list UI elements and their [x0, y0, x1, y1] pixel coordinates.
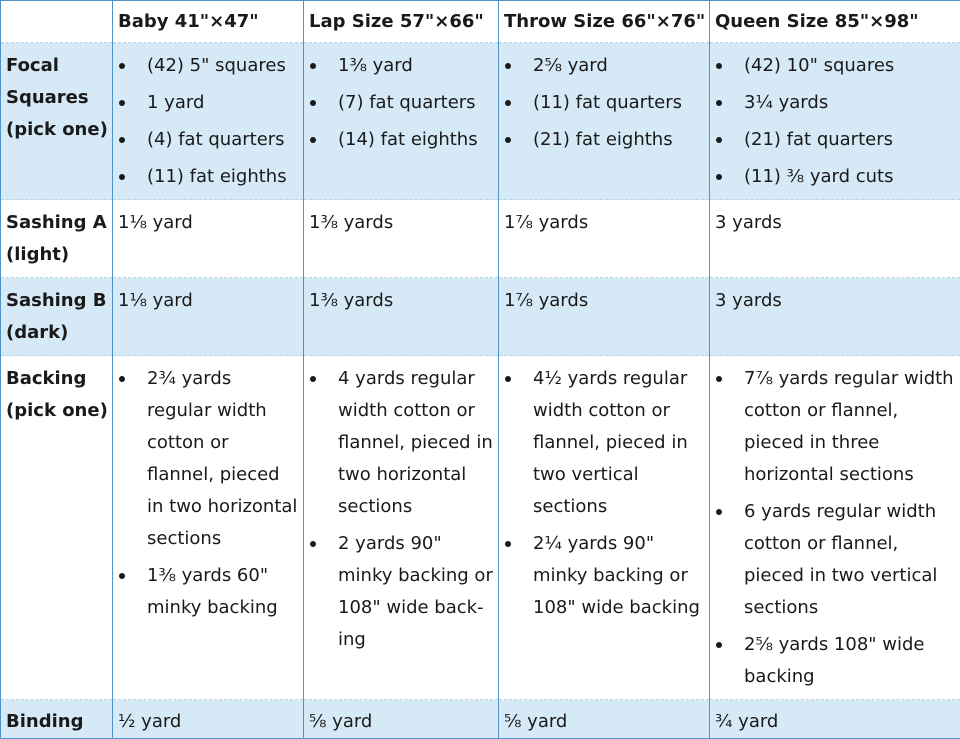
bullet-list: 4 yards regular width cotton or flannel,… — [309, 363, 494, 656]
row-label-line: Squares — [6, 82, 108, 114]
row-label-line: Sashing B — [6, 285, 108, 317]
cell-sashing-a-queen: 3 yards — [710, 200, 960, 278]
row-label-sashing-a: Sashing A (light) — [1, 200, 113, 278]
list-item: 1⅜ yards 60" minky backing — [147, 560, 299, 624]
row-focal-squares: Focal Squares (pick one) (42) 5" squares… — [1, 43, 960, 200]
row-label-line: (pick one) — [6, 395, 108, 427]
list-item: 2⅝ yard — [533, 50, 705, 82]
cell-binding-lap: ⅝ yard — [304, 700, 499, 739]
cell-backing-throw: 4½ yards regular width cotton or flannel… — [499, 356, 710, 700]
header-corner — [1, 1, 113, 43]
list-item: 2¼ yards 90" minky backing or 108" wide … — [533, 528, 705, 624]
cell-focal-lap: 1⅜ yard (7) fat quarters (14) fat eighth… — [304, 43, 499, 200]
bullet-list: 2⅝ yard (11) fat quarters (21) fat eight… — [504, 50, 705, 156]
list-item: 2 yards 90" minky backing or 108" wide b… — [338, 528, 494, 656]
header-queen: Queen Size 85"×98" — [710, 1, 960, 43]
row-label-line: Focal — [6, 50, 108, 82]
list-item: 1⅜ yard — [338, 50, 494, 82]
row-backing: Backing (pick one) 2¾ yards regular widt… — [1, 356, 960, 700]
list-item: (11) fat quarters — [533, 87, 705, 119]
row-label-binding: Binding — [1, 700, 113, 739]
row-label-focal-squares: Focal Squares (pick one) — [1, 43, 113, 200]
list-item: 6 yards regular width cotton or flannel,… — [744, 496, 956, 624]
cell-backing-baby: 2¾ yards regular width cotton or flannel… — [113, 356, 304, 700]
cell-binding-baby: ½ yard — [113, 700, 304, 739]
list-item: (7) fat quarters — [338, 87, 494, 119]
header-lap: Lap Size 57"×66" — [304, 1, 499, 43]
bullet-list: (42) 10" squares 3¼ yards (21) fat quart… — [715, 50, 956, 193]
row-label-line: Backing — [6, 363, 108, 395]
cell-sashing-a-baby: 1⅛ yard — [113, 200, 304, 278]
row-label-backing: Backing (pick one) — [1, 356, 113, 700]
row-label-line: (light) — [6, 239, 108, 271]
list-item: 7⅞ yards regular width cotton or flannel… — [744, 363, 956, 491]
list-item: (21) fat quarters — [744, 124, 956, 156]
bullet-list: 7⅞ yards regular width cotton or flannel… — [715, 363, 956, 693]
row-label-line: (dark) — [6, 317, 108, 349]
row-label-sashing-b: Sashing B (dark) — [1, 278, 113, 356]
list-item: (14) fat eighths — [338, 124, 494, 156]
cell-focal-throw: 2⅝ yard (11) fat quarters (21) fat eight… — [499, 43, 710, 200]
cell-binding-throw: ⅝ yard — [499, 700, 710, 739]
list-item: (42) 5" squares — [147, 50, 299, 82]
row-label-line: (pick one) — [6, 114, 108, 146]
cell-sashing-b-lap: 1⅜ yards — [304, 278, 499, 356]
list-item: (42) 10" squares — [744, 50, 956, 82]
list-item: 2¾ yards regular width cotton or flannel… — [147, 363, 299, 555]
cell-binding-queen: ¾ yard — [710, 700, 960, 739]
row-label-line: Sashing A — [6, 207, 108, 239]
cell-sashing-a-throw: 1⅞ yards — [499, 200, 710, 278]
bullet-list: 2¾ yards regular width cotton or flannel… — [118, 363, 299, 624]
list-item: 3¼ yards — [744, 87, 956, 119]
cell-sashing-a-lap: 1⅜ yards — [304, 200, 499, 278]
cell-sashing-b-queen: 3 yards — [710, 278, 960, 356]
list-item: (21) fat eighths — [533, 124, 705, 156]
cell-backing-lap: 4 yards regular width cotton or flannel,… — [304, 356, 499, 700]
cell-sashing-b-throw: 1⅞ yards — [499, 278, 710, 356]
cell-focal-baby: (42) 5" squares 1 yard (4) fat quarters … — [113, 43, 304, 200]
cell-sashing-b-baby: 1⅛ yard — [113, 278, 304, 356]
bullet-list: 4½ yards regular width cotton or flannel… — [504, 363, 705, 624]
bullet-list: (42) 5" squares 1 yard (4) fat quarters … — [118, 50, 299, 193]
row-sashing-b: Sashing B (dark) 1⅛ yard 1⅜ yards 1⅞ yar… — [1, 278, 960, 356]
header-row: Baby 41"×47" Lap Size 57"×66" Throw Size… — [1, 1, 960, 43]
cell-backing-queen: 7⅞ yards regular width cotton or flannel… — [710, 356, 960, 700]
list-item: 4 yards regular width cotton or flannel,… — [338, 363, 494, 523]
list-item: (4) fat quarters — [147, 124, 299, 156]
list-item: 2⅝ yards 108" wide backing — [744, 629, 956, 693]
header-baby: Baby 41"×47" — [113, 1, 304, 43]
list-item: (11) fat eighths — [147, 161, 299, 193]
list-item: (11) ⅜ yard cuts — [744, 161, 956, 193]
bullet-list: 1⅜ yard (7) fat quarters (14) fat eighth… — [309, 50, 494, 156]
list-item: 4½ yards regular width cotton or flannel… — [533, 363, 705, 523]
list-item: 1 yard — [147, 87, 299, 119]
row-binding: Binding ½ yard ⅝ yard ⅝ yard ¾ yard — [1, 700, 960, 739]
row-sashing-a: Sashing A (light) 1⅛ yard 1⅜ yards 1⅞ ya… — [1, 200, 960, 278]
cell-focal-queen: (42) 10" squares 3¼ yards (21) fat quart… — [710, 43, 960, 200]
header-throw: Throw Size 66"×76" — [499, 1, 710, 43]
